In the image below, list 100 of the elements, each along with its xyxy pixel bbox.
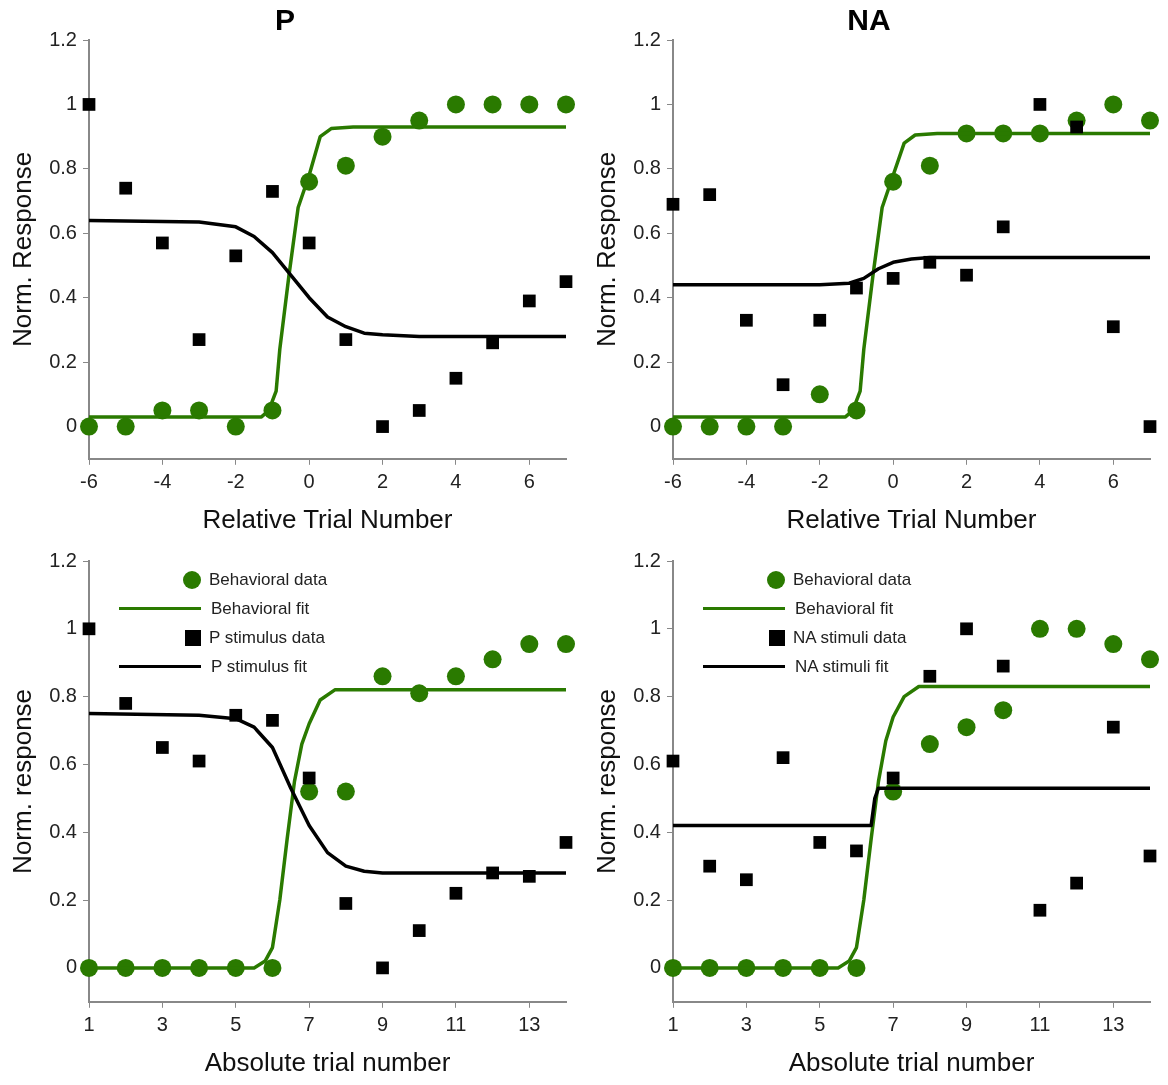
x-tick-label: 1 bbox=[667, 1013, 679, 1036]
point bbox=[920, 735, 939, 754]
point bbox=[1033, 98, 1047, 111]
legend-label: NA stimuli fit bbox=[795, 656, 889, 678]
point bbox=[737, 417, 756, 436]
point bbox=[373, 127, 392, 146]
legend-label: Behavioral fit bbox=[211, 598, 310, 620]
point bbox=[557, 95, 575, 114]
point bbox=[483, 95, 502, 114]
y-tick-label: 0.2 bbox=[49, 887, 77, 910]
y-tick-label: 0 bbox=[649, 955, 661, 978]
x-axis-title: Absolute trial number bbox=[788, 1046, 1035, 1077]
x-tick-label: 13 bbox=[518, 1013, 541, 1036]
y-tick-label: 0 bbox=[65, 414, 77, 437]
point bbox=[957, 718, 976, 737]
y-tick-label: 1.2 bbox=[49, 548, 77, 571]
point bbox=[119, 181, 133, 195]
point bbox=[664, 417, 682, 436]
point bbox=[810, 385, 829, 404]
x-tick-label: 11 bbox=[1029, 1013, 1051, 1036]
point bbox=[156, 741, 169, 754]
x-tick-label: 7 bbox=[887, 1013, 899, 1036]
y-tick-label: 1 bbox=[65, 91, 77, 114]
x-tick-label: -4 bbox=[153, 470, 172, 493]
x-tick-label: 2 bbox=[960, 470, 973, 493]
x-tick-label: 9 bbox=[376, 1013, 389, 1036]
x-tick-label: 5 bbox=[814, 1013, 826, 1036]
point bbox=[557, 635, 575, 654]
point bbox=[302, 771, 316, 785]
point bbox=[1104, 95, 1123, 114]
point bbox=[813, 836, 827, 849]
y-tick-label: 0.6 bbox=[633, 751, 661, 774]
x-tick-label: 1 bbox=[83, 1013, 95, 1036]
point bbox=[82, 622, 96, 636]
x-tick-label: 9 bbox=[960, 1013, 973, 1036]
x-tick-label: 2 bbox=[376, 470, 389, 493]
point bbox=[960, 622, 973, 636]
point bbox=[1033, 903, 1047, 917]
point bbox=[1141, 111, 1159, 130]
point bbox=[302, 236, 316, 250]
point bbox=[266, 185, 279, 198]
legend-label: P stimulus fit bbox=[211, 656, 308, 678]
x-tick-label: -4 bbox=[737, 470, 756, 493]
legend-label: Behavioral fit bbox=[795, 598, 894, 620]
x-tick-label: 4 bbox=[450, 470, 462, 493]
y-tick-label: 0.2 bbox=[49, 349, 77, 372]
y-tick-label: 1.2 bbox=[633, 548, 661, 571]
x-axis-title: Relative Trial Number bbox=[202, 503, 453, 534]
point bbox=[376, 961, 389, 975]
point bbox=[666, 754, 680, 768]
point bbox=[412, 924, 426, 937]
x-tick-label: -2 bbox=[226, 470, 245, 493]
point bbox=[449, 886, 463, 900]
point bbox=[960, 268, 973, 282]
point bbox=[994, 701, 1013, 720]
y-tick-label: 0 bbox=[65, 955, 77, 978]
x-tick-label: 5 bbox=[230, 1013, 242, 1036]
point bbox=[263, 958, 282, 977]
x-tick-label: 11 bbox=[445, 1013, 467, 1036]
point bbox=[192, 333, 206, 346]
point bbox=[520, 95, 539, 114]
x-tick-label: 3 bbox=[740, 1013, 752, 1036]
y-tick-label: 0.4 bbox=[633, 819, 661, 842]
point bbox=[412, 404, 426, 417]
x-tick-label: 0 bbox=[887, 470, 899, 493]
point bbox=[666, 197, 680, 211]
point bbox=[1106, 720, 1120, 734]
x-tick-label: 7 bbox=[303, 1013, 315, 1036]
point bbox=[1070, 120, 1083, 134]
x-tick-label: -2 bbox=[810, 470, 829, 493]
legend-label: Behavioral data bbox=[209, 569, 328, 591]
point bbox=[850, 844, 863, 858]
y-tick-label: 0.6 bbox=[49, 751, 77, 774]
point bbox=[813, 313, 827, 327]
point bbox=[703, 859, 717, 873]
point bbox=[703, 188, 717, 201]
point bbox=[1143, 420, 1157, 433]
y-axis-title: Norm. response bbox=[6, 688, 37, 874]
point bbox=[1106, 320, 1120, 334]
y-tick-label: 0.4 bbox=[49, 819, 77, 842]
point bbox=[740, 313, 753, 327]
legend-label: NA stimuli data bbox=[793, 627, 907, 649]
point bbox=[446, 667, 465, 686]
point bbox=[483, 650, 502, 669]
chart-title: P bbox=[274, 3, 296, 37]
y-tick-label: 0 bbox=[649, 414, 661, 437]
point bbox=[373, 667, 392, 686]
point bbox=[226, 417, 245, 436]
point bbox=[1104, 635, 1123, 654]
point bbox=[1067, 619, 1086, 638]
y-tick-label: 0.2 bbox=[633, 349, 661, 372]
point bbox=[1030, 619, 1049, 638]
x-tick-label: -6 bbox=[80, 470, 98, 493]
point bbox=[776, 751, 790, 765]
point bbox=[920, 156, 939, 175]
point bbox=[700, 417, 719, 436]
chart-title: NA bbox=[847, 3, 891, 37]
y-tick-label: 0.6 bbox=[49, 220, 77, 243]
x-axis-title: Relative Trial Number bbox=[786, 503, 1037, 534]
y-tick-label: 1 bbox=[649, 91, 661, 114]
